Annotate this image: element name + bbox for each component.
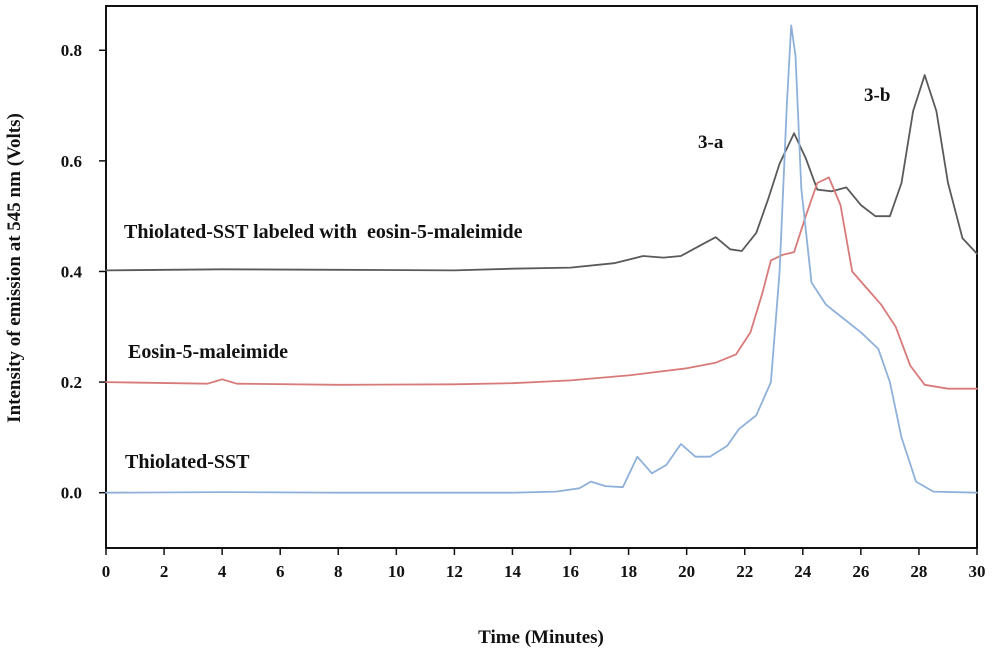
x-tick-label: 16 xyxy=(562,562,579,581)
y-axis: 0.0 0.2 0.4 0.6 0.8 xyxy=(61,41,106,503)
x-tick-label: 2 xyxy=(160,562,169,581)
x-axis: 0 2 4 6 8 10 12 14 16 18 20 22 24 26 28 30 xyxy=(102,548,986,581)
x-tick-label: 0 xyxy=(102,562,111,581)
x-tick-label: 6 xyxy=(276,562,285,581)
peak-label-3b: 3-b xyxy=(864,85,890,106)
y-axis-title: Intensity of emission at 545 nm (Volts) xyxy=(4,113,25,423)
series-line-eosin xyxy=(105,176,978,390)
y-tick-label: 0.8 xyxy=(61,41,82,60)
x-tick-label: 4 xyxy=(218,562,227,581)
x-tick-label: 30 xyxy=(969,562,986,581)
y-tick-label: 0.4 xyxy=(61,262,83,281)
annotation-thiolated-sst: Thiolated-SST xyxy=(125,451,250,473)
y-tick-label: 0.0 xyxy=(61,484,82,503)
y-tick-label: 0.2 xyxy=(61,373,82,392)
plot-area xyxy=(105,5,978,549)
y-tick-label: 0.6 xyxy=(61,152,82,171)
x-tick-label: 14 xyxy=(504,562,522,581)
x-tick-label: 26 xyxy=(852,562,869,581)
x-tick-label: 24 xyxy=(794,562,812,581)
x-tick-label: 28 xyxy=(910,562,927,581)
x-tick-label: 18 xyxy=(620,562,637,581)
series-line-thiolated-sst xyxy=(105,24,978,494)
x-tick-label: 8 xyxy=(334,562,343,581)
series-lines xyxy=(105,24,978,494)
x-tick-label: 20 xyxy=(678,562,695,581)
x-tick-label: 22 xyxy=(736,562,753,581)
x-axis-title: Time (Minutes) xyxy=(478,627,604,648)
x-tick-label: 10 xyxy=(388,562,405,581)
x-tick-label: 12 xyxy=(446,562,463,581)
annotation-eosin: Eosin-5-maleimide xyxy=(128,341,288,363)
annotation-labeled-sst: Thiolated-SST labeled with eosin-5-malei… xyxy=(124,221,523,243)
peak-label-3a: 3-a xyxy=(698,132,724,153)
series-line-labeled-sst xyxy=(105,74,978,272)
